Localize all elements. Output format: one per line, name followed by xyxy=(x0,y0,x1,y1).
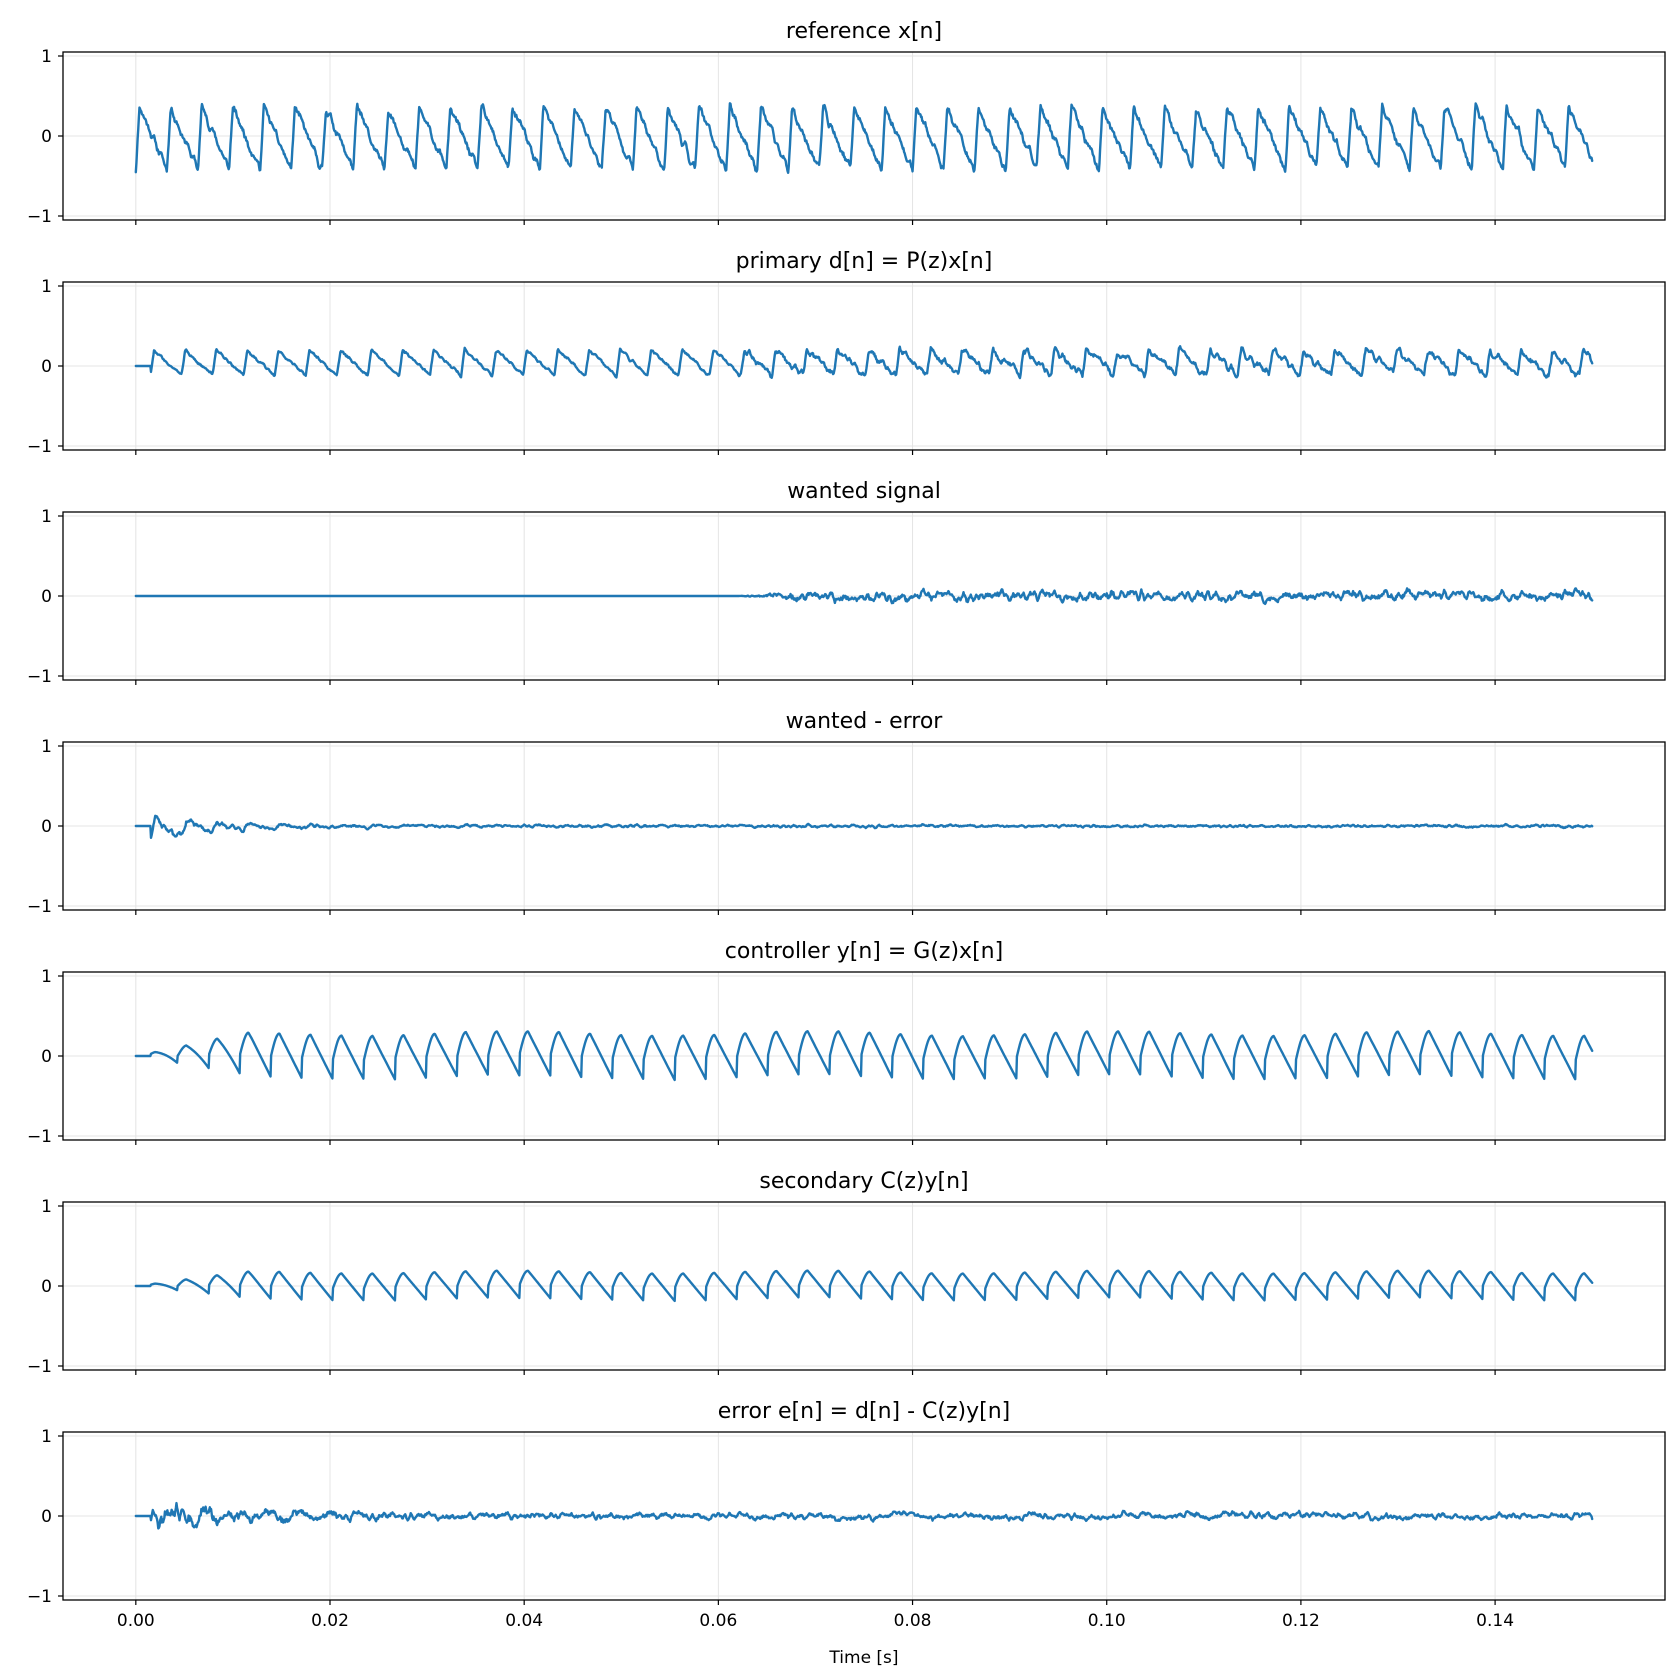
y-tick-label: 0 xyxy=(41,817,52,837)
y-tick-label: 1 xyxy=(41,507,52,527)
series-line xyxy=(134,1501,1594,1530)
panel-title: wanted signal xyxy=(787,479,941,504)
y-tick-label: 1 xyxy=(41,1427,52,1447)
x-tick-label: 0.14 xyxy=(1476,1611,1514,1631)
series-line xyxy=(134,102,1594,174)
panel-1: reference x[n] −1 0 1 xyxy=(27,19,1666,227)
y-tick-label: 0 xyxy=(41,587,52,607)
series-line xyxy=(134,345,1594,380)
panel-7: error e[n] = d[n] - C(z)y[n] −1 0 1 0.00 0.02… xyxy=(27,1399,1666,1631)
x-tick-label: 0.08 xyxy=(894,1611,932,1631)
panel-title: error e[n] = d[n] - C(z)y[n] xyxy=(718,1399,1011,1424)
y-tick-label: −1 xyxy=(27,207,52,227)
panel-title: reference x[n] xyxy=(786,19,942,44)
y-tick-label: 1 xyxy=(41,47,52,67)
y-tick-label: 1 xyxy=(41,737,52,757)
y-tick-label: 1 xyxy=(41,277,52,297)
y-tick-label: −1 xyxy=(27,1357,52,1377)
panel-title: wanted - error xyxy=(786,709,944,734)
x-tick-label: 0.00 xyxy=(117,1611,155,1631)
series-line xyxy=(134,587,1594,606)
series-line xyxy=(134,1029,1594,1082)
x-tick-label: 0.04 xyxy=(505,1611,543,1631)
y-tick-label: 0 xyxy=(41,127,52,147)
x-tick-label: 0.12 xyxy=(1282,1611,1320,1631)
y-tick-label: −1 xyxy=(27,1587,52,1607)
panel-title: controller y[n] = G(z)x[n] xyxy=(725,939,1003,964)
panel-4: wanted - error −1 0 1 xyxy=(27,709,1666,917)
y-tick-label: −1 xyxy=(27,897,52,917)
x-tick-label: 0.10 xyxy=(1088,1611,1126,1631)
y-tick-label: 1 xyxy=(41,1197,52,1217)
x-tick-label: 0.06 xyxy=(699,1611,737,1631)
panel-title: primary d[n] = P(z)x[n] xyxy=(736,249,993,274)
panel-2: primary d[n] = P(z)x[n] −1 0 1 xyxy=(27,249,1666,457)
x-tick-label: 0.02 xyxy=(311,1611,349,1631)
series-line xyxy=(134,1269,1594,1303)
panel-5: controller y[n] = G(z)x[n] −1 0 1 xyxy=(27,939,1666,1147)
x-axis-label: Time [s] xyxy=(828,1648,898,1668)
panel-title: secondary C(z)y[n] xyxy=(759,1169,968,1194)
y-tick-label: 0 xyxy=(41,1277,52,1297)
y-tick-label: 0 xyxy=(41,1507,52,1527)
y-tick-label: 0 xyxy=(41,1047,52,1067)
series-line xyxy=(134,814,1594,839)
y-tick-label: −1 xyxy=(27,667,52,687)
panel-6: secondary C(z)y[n] −1 0 1 xyxy=(27,1169,1666,1377)
y-tick-label: 0 xyxy=(41,357,52,377)
y-tick-label: 1 xyxy=(41,967,52,987)
y-tick-label: −1 xyxy=(27,1127,52,1147)
panel-3: wanted signal −1 0 1 xyxy=(27,479,1666,687)
y-tick-label: −1 xyxy=(27,437,52,457)
